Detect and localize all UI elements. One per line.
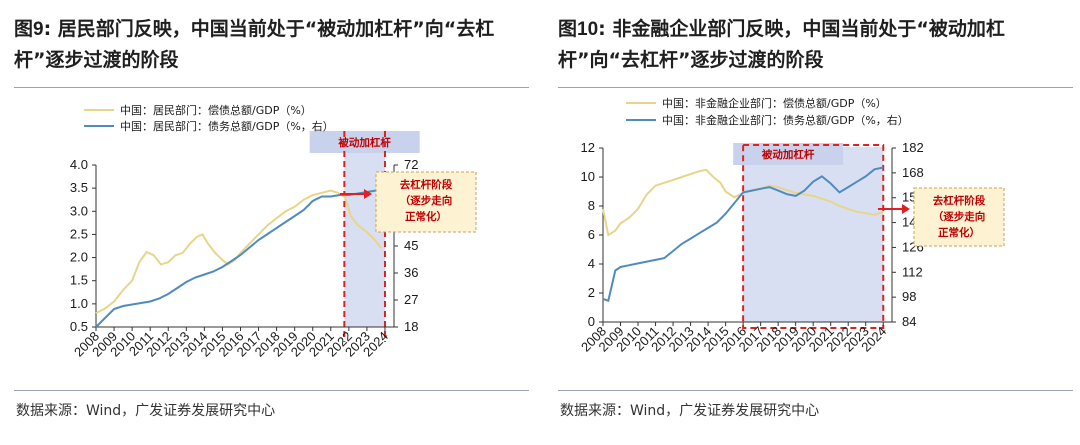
- phase-boundary-box: [742, 144, 885, 329]
- figure-title-text: : 非金融企业部门反映，中国当前处于“被动加杠杆”向“去杠杆”逐步过渡的阶段: [558, 18, 1005, 71]
- shaded-label-bg: [309, 131, 420, 153]
- figure-title: 图10: 非金融企业部门反映，中国当前处于“被动加杠杆”向“去杠杆”逐步过渡的阶…: [558, 14, 1068, 76]
- chart-panel-fig9: 图9: 居民部门反映，中国当前处于“被动加杠杆”向“去杠杆”逐步过渡的阶段 被动…: [14, 0, 536, 445]
- left-tick-label: 8: [588, 198, 595, 213]
- right-tick-label: 182: [902, 140, 924, 155]
- left-tick-label: 10: [581, 169, 595, 184]
- annotation-text: （逐步走向: [400, 194, 453, 207]
- figure-title: 图9: 居民部门反映，中国当前处于“被动加杠杆”向“去杠杆”逐步过渡的阶段: [14, 14, 524, 76]
- annotation-box: [375, 171, 477, 233]
- top-divider: [558, 87, 1073, 88]
- right-tick-label: 18: [404, 319, 418, 334]
- figure-number: 图10: [558, 19, 599, 40]
- line-chart-household: 被动加杠杆4.03.53.02.52.01.51.00.572635445362…: [70, 103, 477, 360]
- legend-label: 中国：居民部门：偿债总额/GDP（%）: [120, 103, 312, 117]
- annotation-text: 正常化）: [938, 226, 980, 239]
- data-source: 数据来源：Wind，广发证券发展研究中心: [560, 403, 820, 419]
- series-line-repayment: [602, 168, 884, 237]
- shaded-label: 被动加杠杆: [762, 148, 815, 161]
- shaded-region: [743, 147, 884, 322]
- left-tick-label: 12: [581, 140, 595, 155]
- bottom-divider: [558, 390, 1073, 391]
- figure-number: 图9: [14, 19, 44, 40]
- left-tick-label: 4: [588, 256, 595, 271]
- annotation-arrow-icon: [364, 189, 372, 199]
- annotation-box: [913, 187, 1005, 247]
- left-tick-label: 2.5: [70, 226, 88, 241]
- annotation-text: 去杠杆阶段: [933, 194, 986, 207]
- right-tick-label: 27: [404, 292, 418, 307]
- left-tick-label: 3.0: [70, 203, 88, 218]
- left-tick-label: 2.0: [70, 250, 88, 265]
- left-tick-label: 6: [588, 227, 595, 242]
- left-tick-label: 2: [588, 285, 595, 300]
- left-tick-label: 0.5: [70, 319, 88, 334]
- series-line-debt: [602, 166, 884, 303]
- legend-label: 中国：非金融企业部门：偿债总额/GDP（%）: [662, 96, 887, 110]
- right-tick-label: 72: [404, 157, 418, 172]
- data-source: 数据来源：Wind，广发证券发展研究中心: [16, 403, 276, 419]
- legend-label: 中国：居民部门：债务总额/GDP（%，右）: [120, 119, 334, 133]
- chart-panel-fig10: 图10: 非金融企业部门反映，中国当前处于“被动加杠杆”向“去杠杆”逐步过渡的阶…: [558, 0, 1080, 445]
- right-tick-label: 84: [902, 314, 916, 329]
- series-line-repayment: [95, 189, 383, 314]
- left-tick-label: 1.0: [70, 296, 88, 311]
- shaded-label: 被动加杠杆: [338, 136, 391, 149]
- right-tick-label: 168: [902, 165, 924, 180]
- left-tick-label: 4.0: [70, 157, 88, 172]
- annotation-text: （逐步走向: [933, 210, 986, 223]
- bottom-divider: [14, 390, 529, 391]
- left-tick-label: 1.5: [70, 273, 88, 288]
- right-tick-label: 112: [902, 264, 923, 279]
- top-divider: [14, 87, 529, 88]
- shaded-label-bg: [733, 143, 844, 165]
- series-line-debt: [95, 189, 386, 328]
- annotation-arrow-icon: [902, 204, 910, 214]
- right-tick-label: 98: [902, 289, 916, 304]
- right-tick-label: 45: [404, 238, 418, 253]
- line-chart-corporate: 被动加杠杆12108642018216815414012611298842008…: [578, 96, 1005, 355]
- left-tick-label: 0: [588, 314, 595, 329]
- figure-title-text: : 居民部门反映，中国当前处于“被动加杠杆”向“去杠杆”逐步过渡的阶段: [14, 18, 495, 71]
- annotation-text: 去杠杆阶段: [400, 178, 453, 191]
- left-tick-label: 3.5: [70, 180, 88, 195]
- legend-label: 中国：非金融企业部门：债务总额/GDP（%，右）: [662, 113, 909, 127]
- right-tick-label: 36: [404, 265, 418, 280]
- annotation-text: 正常化）: [405, 210, 447, 223]
